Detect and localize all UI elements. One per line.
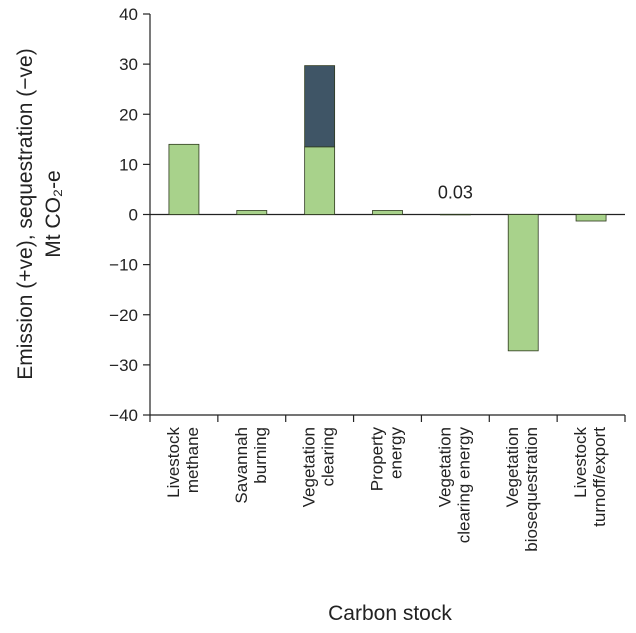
- y-tick-label: −20: [109, 306, 138, 325]
- x-tick-label-line2: burning: [251, 427, 270, 484]
- x-tick-label-line1: Vegetation: [435, 427, 454, 507]
- y-tick-label: −30: [109, 356, 138, 375]
- bar-segment: [575, 214, 607, 222]
- y-tick-label: 40: [119, 5, 138, 24]
- data-label: 0.03: [438, 183, 473, 203]
- x-tick-label-line2: turnoff/export: [590, 427, 609, 527]
- x-tick-label-line1: Savannah: [232, 427, 251, 504]
- x-tick-label: Vegetation clearing: [300, 427, 338, 507]
- x-tick-label: Livestock methane: [164, 427, 202, 498]
- x-tick-label-line1: Property: [368, 427, 387, 492]
- axes-layer: [143, 13, 626, 422]
- y-tick-label: 0: [129, 206, 138, 225]
- x-tick-label: Property energy: [368, 427, 406, 492]
- x-tick-label: Vegetation biosequestration: [503, 427, 541, 552]
- bar-segment: [507, 214, 539, 352]
- y-axis-unit: Mt CO₂-e: [42, 170, 65, 258]
- bar-segment: [304, 65, 336, 148]
- y-axis-title: Emission (+ve), sequestration (−ve): [14, 48, 37, 379]
- y-tick-label: 20: [119, 105, 138, 124]
- bars-layer: [168, 65, 607, 352]
- bar-segment: [372, 210, 403, 215]
- y-tick-label: 30: [119, 55, 138, 74]
- y-tick-label: −10: [109, 256, 138, 275]
- bar-segment: [168, 143, 200, 215]
- bar-segment: [236, 210, 268, 215]
- x-tick-label-line2: energy: [387, 427, 406, 479]
- bar-segment: [304, 146, 336, 215]
- y-tick-label: −40: [109, 406, 138, 425]
- x-tick-label-line2: clearing: [319, 427, 338, 487]
- x-tick-label-line1: Livestock: [571, 427, 590, 498]
- x-tick-label-line2: biosequestration: [522, 427, 541, 552]
- x-tick-label-line1: Vegetation: [300, 427, 319, 507]
- x-tick-label-line2: clearing energy: [454, 427, 473, 544]
- bar-segment: [439, 213, 471, 216]
- x-tick-label: Livestock turnoff/export: [571, 427, 609, 527]
- x-tick-label-line2: methane: [183, 427, 202, 493]
- x-axis-title: Carbon stock: [328, 602, 452, 625]
- x-tick-label-line1: Vegetation: [503, 427, 522, 507]
- x-tick-label-line1: Livestock: [164, 427, 183, 498]
- x-tick-label: Savannah burning: [232, 427, 270, 504]
- x-tick-label: Vegetation clearing energy: [435, 427, 473, 544]
- y-tick-label: 10: [119, 155, 138, 174]
